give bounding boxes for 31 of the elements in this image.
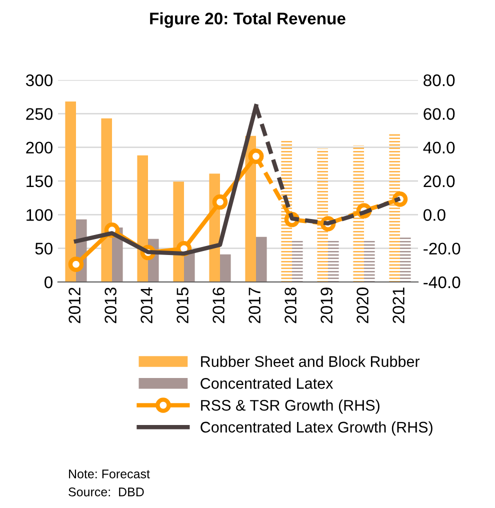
legend-label: Concentrated Latex Growth (RHS) [200, 421, 432, 436]
y-tick-label: 0 [44, 276, 52, 288]
x-tick-label: 2018 [284, 288, 296, 324]
y-tick-label: 100 [26, 209, 52, 221]
legend-label: Concentrated Latex [200, 378, 334, 389]
y2-tick-label: -20.0 [424, 242, 460, 255]
chart-title: Figure 20: Total Revenue [150, 12, 346, 28]
source-note: Source: DBD [68, 488, 144, 496]
y-tick-label: 50 [35, 242, 52, 255]
text: Note: Forecast [69, 470, 150, 478]
x-tick-label: 2013 [104, 288, 116, 324]
legend-label: RSS & TSR Growth (RHS) [201, 400, 380, 414]
y-tick-label: 250 [26, 108, 52, 120]
x-tick-label: 2019 [320, 288, 332, 324]
x-tick-label: 2015 [176, 288, 188, 324]
x-tick-label: 2017 [248, 288, 260, 324]
y2-tick-label: 60.0 [424, 108, 455, 120]
legend-label: Rubber Sheet and Block Rubber [201, 356, 420, 367]
y-tick-label: 200 [26, 142, 52, 154]
x-tick-label: 2020 [356, 288, 368, 324]
y2-tick-label: 40.0 [423, 142, 455, 154]
x-tick-label: 2016 [212, 288, 224, 324]
y2-tick-label: 20.0 [424, 175, 455, 188]
y2-tick-label: 80.0 [424, 74, 455, 86]
y2-tick-label: -40.0 [424, 276, 460, 288]
y2-tick-label: 0.0 [424, 209, 446, 221]
x-tick-label: 2021 [392, 288, 404, 324]
x-tick-label: 2012 [68, 288, 80, 324]
y-tick-label: 150 [26, 175, 52, 188]
y-tick-label: 300 [26, 74, 52, 86]
x-tick-label: 2014 [140, 287, 152, 324]
